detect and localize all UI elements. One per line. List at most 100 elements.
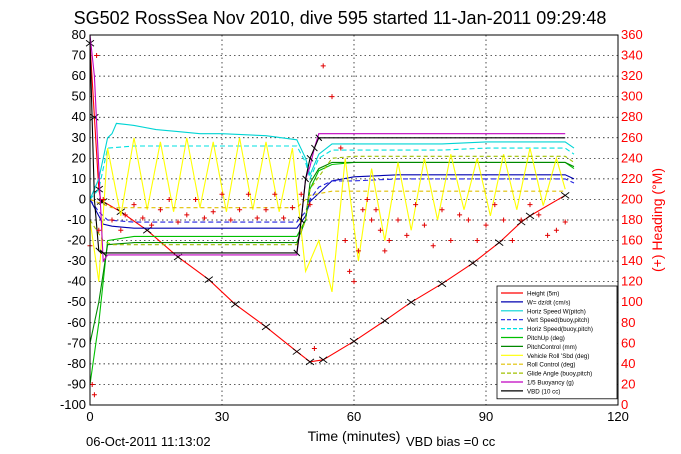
heading-point <box>109 217 115 223</box>
legend-label-w: W= dz/dt (cm/s) <box>527 299 571 306</box>
y-tick-label: -70 <box>67 335 86 350</box>
heading-point <box>94 53 100 59</box>
heading-point <box>364 196 370 202</box>
y-tick-label: -30 <box>67 253 86 268</box>
heading-point <box>369 217 375 223</box>
y-right-tick-label: 40 <box>621 356 635 371</box>
y-tick-label: -90 <box>67 376 86 391</box>
heading-point <box>448 238 454 244</box>
y-tick-label: -10 <box>67 212 86 227</box>
y-right-tick-label: 0 <box>621 397 628 412</box>
height-marker <box>305 358 315 366</box>
heading-point <box>518 217 524 223</box>
heading-point <box>338 145 344 151</box>
heading-point <box>404 232 410 238</box>
vbd-marker <box>315 134 323 142</box>
vbd-marker <box>99 249 107 257</box>
heading-point <box>184 212 190 218</box>
height-marker <box>116 208 126 216</box>
y-right-tick-label: 240 <box>621 150 643 165</box>
y-right-axis-label: (+) Heading (°M) <box>649 168 665 272</box>
y-right-tick-label: 200 <box>621 191 643 206</box>
heading-point <box>281 215 287 221</box>
height-marker <box>494 239 504 246</box>
heading-point <box>562 219 568 225</box>
y-right-tick-label: 300 <box>621 89 643 104</box>
height-marker <box>292 348 302 355</box>
y-right-tick-label: 360 <box>621 27 643 42</box>
heading-point <box>439 207 445 213</box>
heading-point <box>536 212 542 218</box>
y-right-tick-label: 100 <box>621 294 643 309</box>
y-tick-label: 70 <box>72 48 86 63</box>
height-marker <box>468 259 478 267</box>
legend-label-horz_w: Horiz Speed W(pitch) <box>527 308 586 315</box>
y-tick-label: -80 <box>67 356 86 371</box>
y-right-tick-label: 260 <box>621 130 643 145</box>
legend-label-vbd: VBD (10 cc) <box>527 388 560 395</box>
y-tick-label: 0 <box>79 191 86 206</box>
heading-point <box>122 212 128 218</box>
x-axis-label: Time (minutes) <box>308 428 401 444</box>
heading-point <box>228 217 234 223</box>
heading-point <box>377 227 383 233</box>
y-tick-label: 80 <box>72 27 86 42</box>
height-marker <box>230 300 240 308</box>
heading-point <box>501 217 507 223</box>
series-vehicle_roll <box>89 137 566 293</box>
heading-point <box>193 196 199 202</box>
heading-point <box>395 217 401 223</box>
heading-point <box>527 202 533 208</box>
heading-point <box>210 209 216 215</box>
heading-point <box>320 63 326 69</box>
heading-point <box>307 202 313 208</box>
x-tick-label: 120 <box>607 409 629 424</box>
y-tick-labels: 80 70 60 50 40 30 20 10 0 -10 -20 -30 -40 -50 -60 -70 -8… <box>60 27 86 412</box>
heading-point <box>100 196 106 202</box>
y-tick-label: 60 <box>72 68 86 83</box>
series-pitch_control <box>89 161 575 344</box>
x-tick-label: 0 <box>86 409 93 424</box>
heading-point <box>342 238 348 244</box>
height-marker <box>406 298 416 306</box>
series-vert_buoy <box>89 178 575 223</box>
heading-point <box>329 94 335 100</box>
heading-point <box>509 238 515 244</box>
heading-point <box>245 191 251 197</box>
legend-box <box>496 285 618 400</box>
y-right-tick-labels: 3603403203002802602402202001801601401201… <box>621 27 643 412</box>
legend-label-height: Height (5m) <box>527 291 559 298</box>
legend-label-pitch_control: PitchControl (mm) <box>527 344 577 351</box>
heading-point <box>373 207 379 213</box>
heading-point <box>237 207 243 213</box>
legend-label-pitch_up: PitchUp (deg) <box>527 335 565 342</box>
heading-point <box>201 215 207 221</box>
height-marker <box>437 280 447 288</box>
heading-series <box>87 53 568 398</box>
heading-point <box>413 202 419 208</box>
heading-point <box>219 191 225 197</box>
y-tick-label: 20 <box>72 150 86 165</box>
y-right-tick-label: 140 <box>621 253 643 268</box>
vbd-marker <box>302 175 309 183</box>
x-tick-label: 60 <box>347 409 361 424</box>
footer-timestamp: 06-Oct-2011 11:13:02 <box>86 434 211 449</box>
vbd-marker <box>306 154 314 162</box>
y-right-tick-label: 280 <box>621 109 643 124</box>
y-tick-label: -60 <box>67 315 86 330</box>
heading-point <box>89 381 95 387</box>
height-marker <box>318 356 328 364</box>
heading-point <box>351 279 357 285</box>
x-tick-label: 30 <box>215 409 229 424</box>
legend-label-vehicle_roll: Vehicle Roll 'Sbd (deg) <box>527 353 589 360</box>
height-marker <box>204 276 214 283</box>
heading-point <box>263 207 269 213</box>
heading-point <box>360 207 366 213</box>
heading-point <box>272 191 278 197</box>
heading-point <box>474 238 480 244</box>
y-tick-label: -100 <box>60 397 86 412</box>
vbd-marker <box>293 249 301 257</box>
heading-point <box>311 345 317 351</box>
heading-point <box>382 248 388 254</box>
